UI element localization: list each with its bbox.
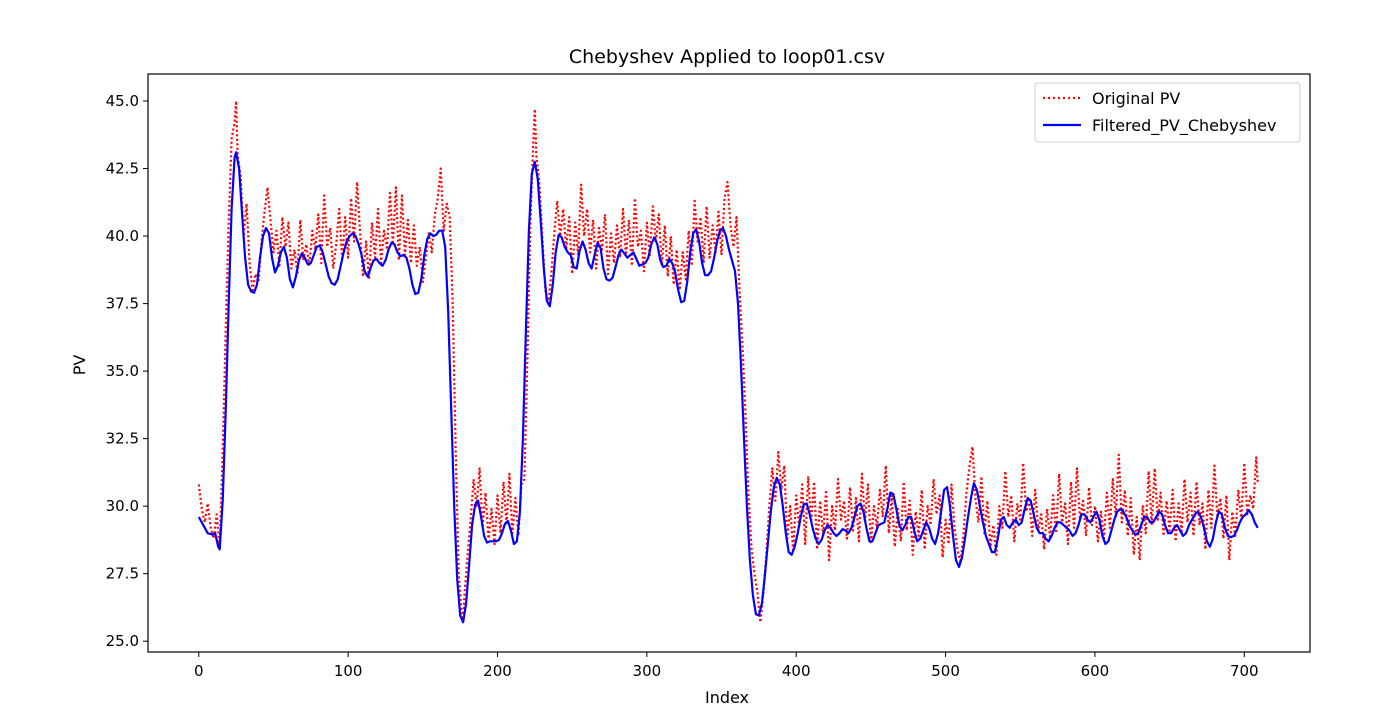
legend-label-original-pv: Original PV [1092, 89, 1180, 108]
x-tick-label: 100 [334, 662, 363, 680]
legend-label-filtered-pv: Filtered_PV_Chebyshev [1092, 116, 1276, 136]
x-tick-label: 600 [1081, 662, 1110, 680]
x-tick-label: 400 [782, 662, 811, 680]
x-tick-label: 700 [1230, 662, 1259, 680]
x-axis-label: Index [705, 688, 749, 707]
x-tick-label: 300 [633, 662, 662, 680]
y-tick-label: 35.0 [106, 362, 139, 380]
y-tick-label: 32.5 [106, 430, 139, 448]
legend-box [1034, 82, 1301, 143]
ticks-layer: 0 100 200 300 400 500 600 700 25.0 27.5 30.0 32.5 35… [106, 92, 1259, 680]
x-tick-label: 200 [483, 662, 512, 680]
y-tick-label: 37.5 [106, 295, 139, 313]
y-tick-label: 42.5 [106, 160, 139, 178]
y-tick-label: 45.0 [106, 92, 139, 110]
series-layer [197, 99, 1259, 624]
y-tick-label: 25.0 [106, 632, 139, 650]
series-line-filtered-pv-chebyshev [197, 151, 1259, 624]
y-tick-label: 40.0 [106, 227, 139, 245]
legend: Original PV Filtered_PV_Chebyshev [1034, 82, 1301, 143]
chart-title: Chebyshev Applied to loop01.csv [569, 46, 885, 68]
y-tick-label: 27.5 [106, 565, 139, 583]
x-tick-label: 0 [194, 662, 204, 680]
plot-frame [147, 73, 1311, 653]
x-tick-label: 500 [931, 662, 960, 680]
y-axis-label: PV [70, 355, 89, 376]
y-tick-label: 30.0 [106, 497, 139, 515]
